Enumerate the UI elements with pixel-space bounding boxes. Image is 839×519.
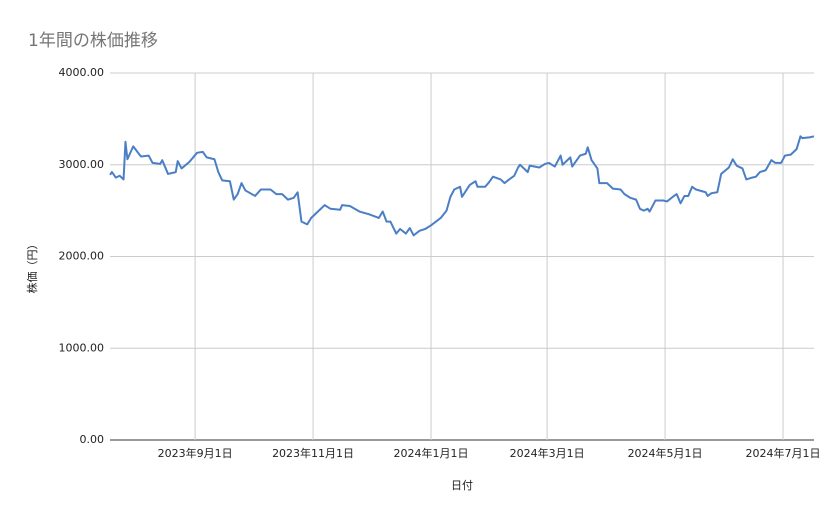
- y-tick-label: 1000.00: [59, 341, 105, 354]
- chart-title: 1年間の株価推移: [28, 31, 158, 51]
- y-tick-label: 0.00: [80, 433, 105, 446]
- x-tick-label: 2024年1月1日: [394, 446, 469, 460]
- x-axis-label: 日付: [451, 479, 473, 492]
- y-tick-label: 3000.00: [59, 158, 105, 171]
- y-axis-label: 株価（円）: [25, 239, 39, 294]
- price-line: [109, 135, 815, 237]
- x-tick-label: 2024年5月1日: [628, 446, 703, 460]
- x-tick-label: 2023年11月1日: [272, 446, 354, 460]
- y-tick-label: 4000.00: [59, 66, 105, 79]
- x-tick-label: 2023年9月1日: [158, 446, 233, 460]
- x-tick-label: 2024年3月1日: [510, 446, 585, 460]
- y-tick-label: 2000.00: [59, 250, 105, 263]
- x-tick-label: 2024年7月1日: [746, 446, 821, 460]
